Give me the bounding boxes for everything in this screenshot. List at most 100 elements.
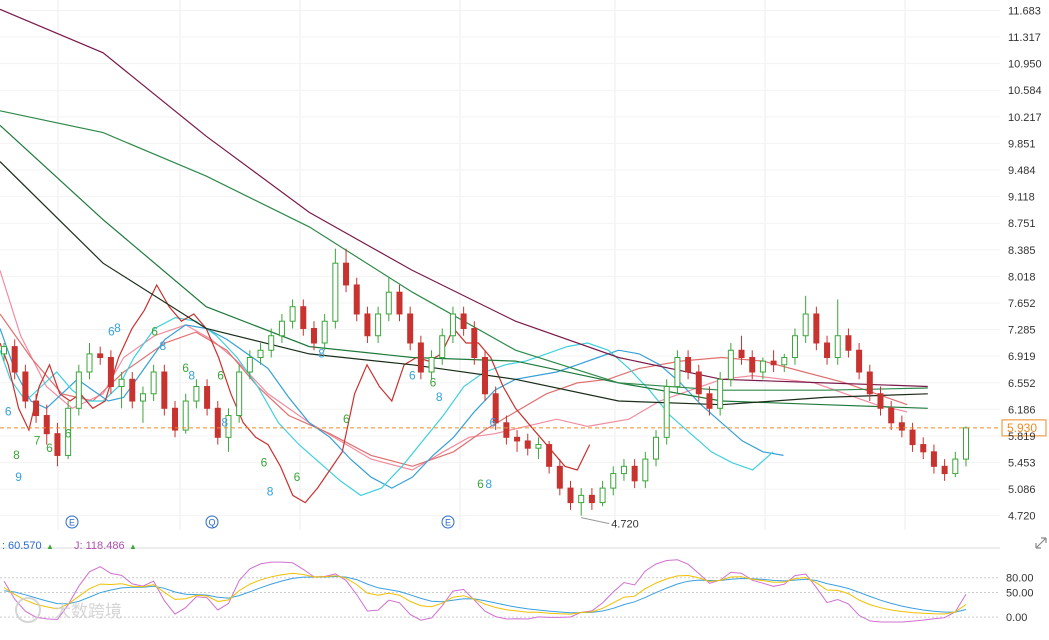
ma-line-8 bbox=[0, 8, 928, 388]
candle bbox=[546, 440, 553, 474]
candle bbox=[375, 306, 382, 343]
ma-line-2 bbox=[0, 313, 908, 467]
candle bbox=[653, 430, 660, 467]
price-tick-label: 6.919 bbox=[1008, 351, 1036, 363]
td-count-label: 7 bbox=[34, 434, 41, 448]
kdj-tick-label: 80.00 bbox=[1006, 573, 1034, 585]
candle bbox=[482, 350, 488, 402]
candle bbox=[610, 466, 617, 496]
price-tick-label: 8.385 bbox=[1008, 245, 1036, 257]
price-tick-label: 5.453 bbox=[1008, 457, 1036, 469]
candle bbox=[578, 488, 585, 516]
candle bbox=[460, 306, 467, 336]
price-tick-label: 11.683 bbox=[1008, 5, 1041, 17]
candle bbox=[717, 372, 724, 416]
candle bbox=[161, 364, 168, 416]
candle bbox=[236, 364, 243, 423]
price-tick-label: 9.484 bbox=[1008, 165, 1036, 177]
price-tick-label: 10.950 bbox=[1008, 59, 1042, 71]
candle bbox=[920, 437, 927, 460]
price-tick-label: 5.086 bbox=[1008, 484, 1036, 496]
td-count-label: 6 bbox=[65, 426, 72, 440]
candle bbox=[1, 342, 7, 362]
td-count-label: 8 bbox=[318, 347, 325, 361]
candle bbox=[129, 372, 136, 409]
low-price-label: 4.720 bbox=[611, 519, 639, 531]
candle bbox=[877, 386, 884, 416]
event-marker: E bbox=[65, 515, 79, 529]
candle bbox=[503, 415, 510, 445]
candle bbox=[685, 350, 692, 380]
candle bbox=[310, 321, 317, 351]
price-tick-label: 4.720 bbox=[1008, 511, 1036, 523]
candle bbox=[332, 248, 339, 329]
candle bbox=[278, 313, 285, 343]
candle bbox=[139, 386, 146, 423]
candle bbox=[321, 313, 328, 351]
candle bbox=[824, 335, 831, 365]
td-count-label: 8 bbox=[160, 339, 167, 353]
candle bbox=[86, 342, 93, 380]
td-count-label: 6 bbox=[217, 368, 224, 382]
kdj-axis: 80.00 50.00 0.00 bbox=[1006, 573, 1034, 624]
td-count-label: 6 bbox=[430, 376, 437, 390]
candle bbox=[802, 295, 809, 343]
candle bbox=[695, 364, 702, 402]
candle bbox=[97, 346, 104, 365]
candle bbox=[214, 401, 221, 445]
candle bbox=[738, 335, 745, 365]
candle bbox=[268, 328, 275, 358]
kdj-d-line bbox=[3, 575, 967, 614]
price-axis: 11.683 11.317 10.950 10.584 10.217 9.851 9.484… bbox=[1008, 5, 1042, 522]
price-tick-label: 7.652 bbox=[1008, 298, 1036, 310]
kdj-k-line bbox=[3, 572, 967, 615]
td-count-label: 6 bbox=[108, 325, 115, 339]
svg-text:Q: Q bbox=[208, 518, 215, 528]
td-count-label: 8 bbox=[13, 448, 20, 462]
td-count-label: 6 bbox=[151, 325, 158, 339]
candle bbox=[471, 321, 478, 365]
kdj-tick-label: 0.00 bbox=[1006, 612, 1027, 624]
candle bbox=[407, 306, 414, 351]
candle bbox=[246, 350, 253, 380]
price-tick-label: 6.552 bbox=[1008, 378, 1036, 390]
candle bbox=[631, 459, 638, 489]
candle bbox=[118, 372, 125, 409]
price-tick-label: 9.118 bbox=[1008, 192, 1035, 204]
price-tick-label: 10.217 bbox=[1008, 112, 1042, 124]
ma-line-7 bbox=[0, 161, 928, 406]
td-count-label: 6 bbox=[182, 361, 189, 375]
svg-text::: : bbox=[2, 540, 5, 552]
td-count-label: 6 bbox=[489, 415, 496, 429]
price-tick-label: 8.018 bbox=[1008, 271, 1036, 283]
price-tick-label: 7.285 bbox=[1008, 325, 1036, 337]
price-tick-label: 9.851 bbox=[1008, 138, 1036, 150]
last-price-label: 5.930 bbox=[1007, 421, 1037, 435]
candle bbox=[492, 386, 499, 431]
td-count-label: 6 bbox=[343, 412, 350, 426]
svg-text:E: E bbox=[445, 518, 451, 528]
candle bbox=[663, 379, 670, 445]
candle bbox=[289, 299, 296, 329]
price-tick-label: 11.317 bbox=[1008, 32, 1041, 44]
candle bbox=[22, 364, 29, 409]
candle bbox=[150, 364, 157, 402]
td-count-label: 6 bbox=[261, 455, 268, 469]
price-tick-label: 6.186 bbox=[1008, 404, 1036, 416]
candle bbox=[182, 393, 189, 434]
candle bbox=[54, 422, 61, 467]
candle bbox=[300, 299, 307, 336]
candle bbox=[813, 306, 820, 351]
candle bbox=[107, 350, 114, 394]
td-count-label: 8 bbox=[114, 321, 121, 335]
moving-averages bbox=[0, 8, 928, 504]
expand-icon[interactable] bbox=[1035, 537, 1047, 549]
kdj-indicator bbox=[0, 559, 1000, 623]
candle bbox=[257, 342, 264, 365]
td-count-label: 6 bbox=[477, 477, 484, 491]
td-count-label: 6 bbox=[409, 368, 416, 382]
